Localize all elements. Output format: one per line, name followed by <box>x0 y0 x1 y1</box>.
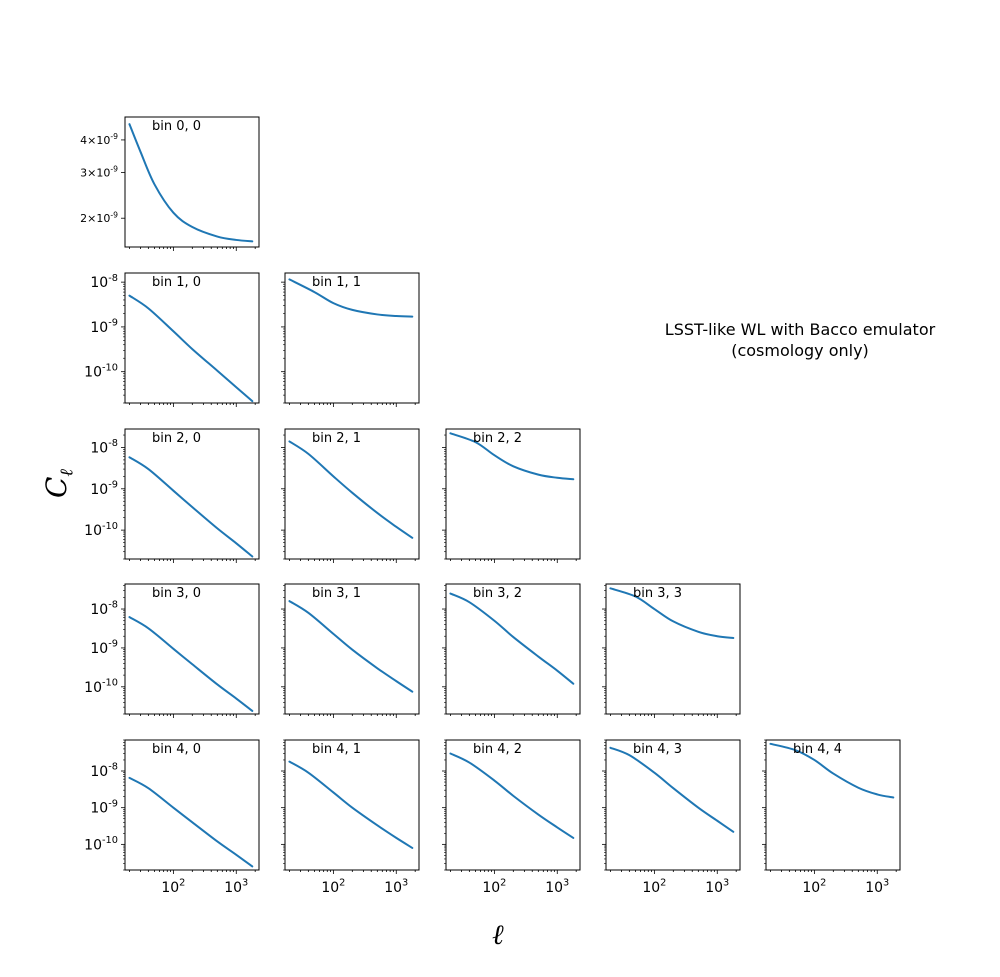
y-tick-label: 10-9 <box>90 318 118 336</box>
panel-frame <box>445 583 581 715</box>
series-line <box>609 587 735 639</box>
x-axis-label: ℓ <box>492 918 504 951</box>
annotation-subtitle: (cosmology only) <box>731 341 869 360</box>
panel-4-0: 102 103 10-8 10-9 10-10 bin 4, 0 <box>84 739 260 896</box>
series-line <box>128 294 254 403</box>
panel-label: bin 3, 0 <box>152 586 201 601</box>
panel-1-0: 10-8 10-9 10-10 bin 1, 0 <box>84 272 260 407</box>
series-line <box>288 600 414 693</box>
y-tick-label: 10-10 <box>84 835 118 853</box>
y-tick-label: 10-8 <box>90 438 118 456</box>
panel-3-1: bin 3, 1 <box>281 583 420 718</box>
x-tick-label: 103 <box>384 878 408 896</box>
panel-frame <box>124 583 260 715</box>
x-tick-label: 102 <box>802 878 826 896</box>
series-line <box>449 592 575 685</box>
panel-frame <box>284 739 420 871</box>
panel-label: bin 2, 1 <box>312 431 361 446</box>
panel-1-1: bin 1, 1 <box>281 272 420 407</box>
series-line <box>769 742 895 799</box>
panel-4-2: 102 103 bin 4, 2 <box>442 739 581 896</box>
series-line <box>288 760 414 849</box>
panel-label: bin 0, 0 <box>152 119 201 134</box>
x-tick-label: 103 <box>705 878 729 896</box>
series-line <box>288 440 414 539</box>
panel-3-3: bin 3, 3 <box>602 583 741 718</box>
y-tick-label: 10-9 <box>90 479 118 497</box>
panel-frame <box>605 739 741 871</box>
panel-4-4: 102 103 bin 4, 4 <box>762 739 901 896</box>
panel-label: bin 4, 1 <box>312 742 361 757</box>
y-tick-label: 3×10-9 <box>80 164 118 179</box>
panel-label: bin 4, 2 <box>473 742 522 757</box>
series-line <box>128 123 254 243</box>
panel-0-0: 4×10-9 3×10-9 2×10-9 bin 0, 0 <box>80 116 260 251</box>
y-tick-label: 10-10 <box>84 678 118 696</box>
panel-frame <box>445 428 581 560</box>
panel-label: bin 3, 2 <box>473 586 522 601</box>
series-line <box>128 776 254 868</box>
series-line <box>128 456 254 558</box>
panel-2-0: 10-8 10-9 10-10 bin 2, 0 <box>84 428 260 563</box>
y-tick-label: 2×10-9 <box>80 210 118 225</box>
series-line <box>288 278 414 318</box>
x-tick-label: 102 <box>161 878 185 896</box>
series-line <box>449 432 575 481</box>
panel-label: bin 3, 1 <box>312 586 361 601</box>
panel-4-3: 102 103 bin 4, 3 <box>602 739 741 896</box>
x-tick-label: 103 <box>545 878 569 896</box>
y-tick-label: 10-9 <box>90 639 118 657</box>
panel-label: bin 3, 3 <box>633 586 682 601</box>
panel-frame <box>765 739 901 871</box>
y-tick-label: 10-8 <box>90 762 118 780</box>
panel-label: bin 1, 0 <box>152 275 201 290</box>
panel-frame <box>284 272 420 404</box>
x-tick-label: 102 <box>482 878 506 896</box>
panel-4-1: 102 103 bin 4, 1 <box>281 739 420 896</box>
panel-frame <box>605 583 741 715</box>
panel-label: bin 2, 2 <box>473 431 522 446</box>
x-tick-label: 102 <box>642 878 666 896</box>
panel-frame <box>445 739 581 871</box>
panel-label: bin 2, 0 <box>152 431 201 446</box>
panel-frame <box>124 272 260 404</box>
panel-2-2: bin 2, 2 <box>442 428 581 563</box>
y-tick-label: 10-10 <box>84 521 118 539</box>
panel-frame <box>284 428 420 560</box>
y-tick-label: 10-8 <box>90 600 118 618</box>
series-line <box>128 616 254 712</box>
panel-frame <box>124 428 260 560</box>
x-tick-label: 103 <box>224 878 248 896</box>
panel-3-2: bin 3, 2 <box>442 583 581 718</box>
panel-label: bin 4, 4 <box>793 742 842 757</box>
y-tick-label: 10-8 <box>90 273 118 291</box>
y-tick-label: 10-10 <box>84 362 118 380</box>
panel-label: bin 1, 1 <box>312 275 361 290</box>
y-axis-label: Cℓ <box>40 469 78 498</box>
y-tick-label: 4×10-9 <box>80 132 118 147</box>
panel-label: bin 4, 0 <box>152 742 201 757</box>
x-tick-label: 102 <box>321 878 345 896</box>
panel-label: bin 4, 3 <box>633 742 682 757</box>
x-tick-label: 103 <box>865 878 889 896</box>
series-line <box>449 752 575 839</box>
panel-3-0: 10-8 10-9 10-10 bin 3, 0 <box>84 583 260 718</box>
y-tick-label: 10-9 <box>90 798 118 816</box>
series-line <box>609 746 735 833</box>
annotation-title: LSST-like WL with Bacco emulator <box>664 320 936 339</box>
panel-frame <box>124 739 260 871</box>
panel-2-1: bin 2, 1 <box>281 428 420 563</box>
